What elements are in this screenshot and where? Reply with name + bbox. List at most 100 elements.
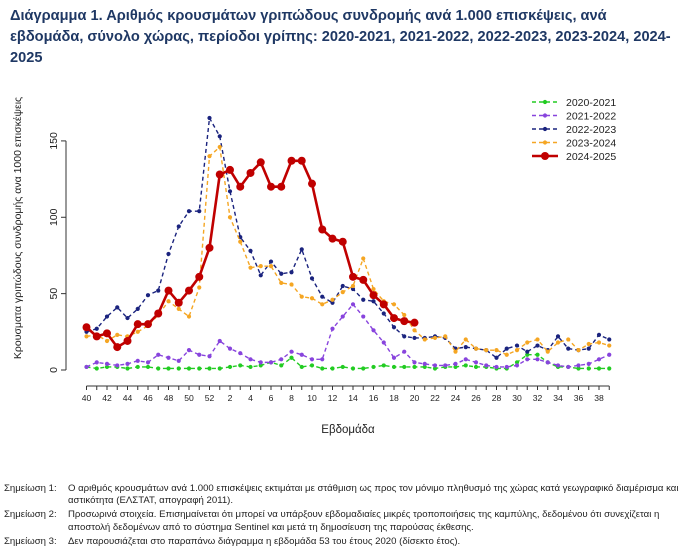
x-tick-label: 26: [471, 393, 481, 403]
data-point: [494, 364, 499, 370]
data-point: [371, 328, 376, 333]
x-tick-label: 6: [269, 393, 274, 403]
data-point: [381, 363, 386, 368]
data-point: [289, 270, 294, 275]
legend-label: 2021-2022: [566, 110, 616, 122]
data-point: [494, 348, 499, 353]
data-point: [309, 357, 315, 362]
data-point: [566, 364, 571, 370]
x-axis-label: Εβδομάδα: [321, 424, 375, 436]
data-point: [154, 309, 163, 318]
data-point: [226, 165, 234, 174]
data-point: [525, 340, 530, 345]
data-point: [402, 312, 407, 318]
data-point: [381, 340, 386, 345]
data-point: [299, 294, 304, 299]
x-tick-label: 24: [451, 393, 461, 403]
data-point: [166, 355, 171, 360]
data-point: [186, 366, 192, 371]
x-tick-label: 52: [205, 393, 215, 403]
data-point: [299, 352, 304, 357]
legend-item: 2024-2025: [532, 151, 616, 163]
legend-swatch-marker: [542, 140, 548, 145]
data-point: [463, 344, 468, 350]
data-point: [330, 326, 335, 331]
data-point: [463, 357, 468, 362]
data-point: [268, 360, 274, 365]
data-point: [115, 305, 120, 310]
data-point: [94, 366, 99, 371]
data-point: [525, 349, 530, 354]
data-point: [104, 314, 110, 319]
footnotes: Σημείωση 1: Ο αριθμός κρουσμάτων ανά 1.0…: [4, 483, 684, 550]
data-point: [402, 349, 407, 354]
data-point: [473, 346, 479, 351]
data-point: [463, 337, 468, 342]
data-point: [361, 314, 366, 319]
data-point: [135, 306, 140, 312]
data-point: [84, 334, 89, 339]
data-point: [463, 363, 468, 368]
data-point: [186, 314, 192, 319]
data-point: [391, 302, 397, 307]
data-point: [135, 364, 140, 370]
x-tick-label: 46: [143, 393, 153, 403]
data-point: [596, 340, 602, 345]
data-point: [115, 332, 120, 337]
data-point: [525, 357, 530, 362]
x-tick-label: 32: [533, 393, 543, 403]
data-point: [473, 360, 479, 365]
data-point: [504, 346, 509, 351]
data-point: [340, 283, 345, 289]
data-point: [258, 360, 263, 365]
data-point: [576, 363, 581, 368]
data-point: [289, 282, 294, 287]
data-point: [576, 348, 581, 353]
x-tick-label: 2: [228, 393, 233, 403]
data-point: [391, 364, 397, 370]
data-point: [84, 364, 89, 370]
data-point: [299, 247, 304, 252]
series-2021-2022: [84, 302, 612, 370]
data-point: [484, 348, 489, 353]
data-point: [412, 364, 417, 370]
data-point: [379, 300, 388, 309]
data-point: [186, 209, 192, 214]
data-point: [402, 364, 407, 370]
data-point: [371, 364, 376, 370]
data-point: [248, 357, 253, 362]
footnote-label: Σημείωση 3:: [4, 535, 57, 547]
data-point: [340, 290, 345, 295]
data-point: [320, 302, 325, 307]
data-point: [586, 366, 591, 371]
data-point: [123, 336, 132, 345]
data-point: [279, 357, 284, 362]
data-point: [289, 349, 294, 354]
x-tick-label: 10: [307, 393, 317, 403]
series-line: [86, 117, 610, 359]
legend-label: 2020-2021: [566, 97, 616, 109]
data-point: [156, 366, 161, 371]
data-point: [299, 364, 304, 370]
data-point: [349, 272, 357, 281]
data-point: [287, 156, 296, 165]
x-tick-label: 42: [102, 393, 112, 403]
footnote-text: Δεν παρουσιάζεται στο παραπάνω διάγραμμα…: [68, 535, 461, 547]
data-point: [145, 293, 151, 298]
data-point: [113, 343, 122, 352]
data-point: [238, 239, 243, 244]
data-point: [432, 363, 438, 368]
data-point: [402, 334, 407, 339]
data-point: [236, 182, 245, 191]
x-tick-label: 48: [164, 393, 174, 403]
x-tick-label: 12: [328, 393, 338, 403]
data-point: [176, 366, 181, 371]
data-point: [248, 248, 253, 253]
data-point: [514, 343, 520, 348]
data-point: [268, 264, 274, 269]
series-line: [86, 303, 610, 368]
data-point: [258, 363, 263, 368]
data-point: [369, 291, 378, 300]
data-point: [607, 343, 612, 348]
